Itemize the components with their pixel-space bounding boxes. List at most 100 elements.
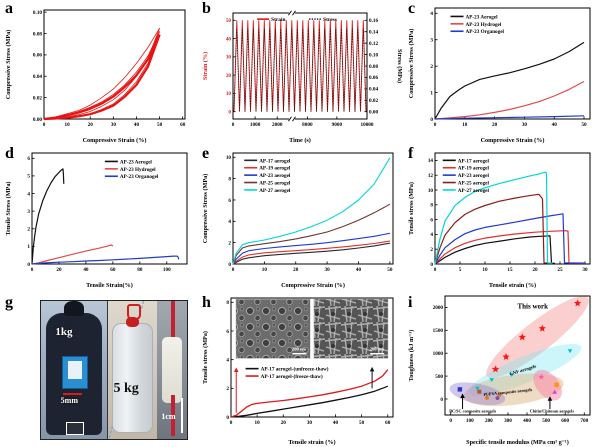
series-Strain <box>233 20 367 112</box>
x-tick-label: 10 <box>482 267 488 273</box>
scale-bar-5mm <box>62 392 83 395</box>
y-tick-label: 0 <box>228 109 231 115</box>
series-AP-17 aerogel-(freeze-thaw) <box>230 369 389 418</box>
x-axis-label: Tensile Strain(%) <box>86 282 133 289</box>
x-tick-label: 30 <box>111 122 117 128</box>
panel-f: f 0 5 10 15 20 25 30 0 2 4 6 8 10 12 14 Tensile strain … <box>403 145 600 290</box>
y-axis-label: Compressive Stress (MPa) <box>202 174 209 244</box>
plot-frame <box>232 152 394 265</box>
annotation-text: This work <box>517 302 548 310</box>
x-tick-label: 30 <box>582 267 588 273</box>
y-tick-label: 1500 <box>433 328 444 334</box>
series-AP-23 Aerogel <box>31 168 65 265</box>
x-tick-label: 0 <box>43 122 46 128</box>
series-AP-17 aerogel-(unfreeze-thaw) <box>230 385 389 418</box>
series-AP-23 Organogel <box>31 255 180 265</box>
series-AP-25 aerogel <box>434 193 551 265</box>
x-tick-label: 0 <box>232 267 235 273</box>
plot-frame <box>444 295 591 416</box>
y-axis-label: Compressive Stress (MPa) <box>5 30 12 100</box>
x-tick-label: 0 <box>232 122 235 128</box>
panel-h-letter: h <box>202 294 211 311</box>
y-axis-label: Tensile stress (MPa) <box>202 331 209 384</box>
y-tick-label: 10 <box>226 155 232 161</box>
water-bottle <box>111 316 154 433</box>
sem-inset <box>235 298 311 359</box>
series-cycle-1-loading <box>43 27 160 120</box>
x-tick-label: 40 <box>356 267 362 273</box>
x-tick-label: 300 <box>504 418 512 424</box>
marker-circle <box>497 392 502 397</box>
y-tick-label: 1 <box>27 244 30 250</box>
x-tick-label: 30 <box>307 420 313 426</box>
x-axis-label: Compressive Strain (%) <box>281 282 345 289</box>
y-tick-label: 0.06 <box>33 53 42 59</box>
legend-label: AP-17 aerogel-(freeze-thaw) <box>261 373 323 380</box>
marker-circle <box>484 395 489 400</box>
series-AP-19 aerogel <box>232 240 390 265</box>
marker-star <box>502 353 510 360</box>
legend-label: AP-23 Aerogel <box>466 14 499 20</box>
legend-label: AP-23 Hydrogel <box>466 22 502 28</box>
panel-i: i 0 100 200 300 400 500 600 700 0 500 1000 1500 2000… <box>403 290 600 447</box>
legend-label: AP-17 aerogel <box>458 158 490 164</box>
x-tick-label: 0 <box>434 267 437 273</box>
marker-pentagon <box>495 395 500 400</box>
panel-a-letter: a <box>5 0 13 17</box>
x-tick-label: 100 <box>466 418 474 424</box>
legend-label: AP-19 aerogel <box>259 166 291 172</box>
top-rod <box>170 301 175 346</box>
kettlebell-knob <box>63 301 84 317</box>
panel-d: d 0 20 40 60 80 100 0 1 2 3 4 5 6 Tensile Strain(%) Te… <box>0 145 197 290</box>
annotation-arrow-head <box>460 393 465 398</box>
panel-f-letter: f <box>408 145 414 162</box>
y-tick-label: 0 <box>226 415 229 421</box>
x-tick-label: 60 <box>385 420 391 426</box>
x-tick-label: 40 <box>552 122 558 128</box>
panel-g-letter: g <box>5 294 13 311</box>
y2-tick-label: 0.10 <box>369 52 378 58</box>
y-tick-label: 0.04 <box>33 74 42 80</box>
scale-label-5mm: 5mm <box>60 396 78 406</box>
x-tick-label: 20 <box>532 267 538 273</box>
legend-label: AP-27 aerogel <box>259 188 291 194</box>
x-tick-label: 10 <box>262 267 268 273</box>
y-tick-label: 10 <box>428 188 434 194</box>
series-AP-23 Organogel <box>434 115 585 120</box>
panel-i-letter: i <box>408 294 413 311</box>
y-tick-label: 5 <box>27 174 30 180</box>
y-tick-label: 0.10 <box>33 10 42 16</box>
annotation-arrow-head <box>233 367 239 373</box>
y2-tick-label: 0.06 <box>369 75 378 81</box>
plot-frame <box>230 297 394 418</box>
x-axis-label: Tensile strain (%) <box>489 282 536 289</box>
x-tick-label: 40 <box>134 122 140 128</box>
panel-c-letter: c <box>408 0 416 17</box>
series-AP-17 aerogel <box>434 235 556 265</box>
y-tick-label: 1 <box>430 90 433 96</box>
y-axis-label: Tensile Stress (MPa) <box>5 182 12 236</box>
y2-tick-label: 0.00 <box>369 109 378 115</box>
marker-square <box>457 387 463 392</box>
y-tick-label: 10 <box>226 91 232 97</box>
y-tick-label: 30 <box>226 55 232 61</box>
x-axis-label: Compressive Strain (%) <box>83 137 147 144</box>
x-tick-label: 0 <box>434 122 437 128</box>
y-tick-label: 0 <box>27 262 30 268</box>
axis-break-slash <box>288 10 292 16</box>
y-tick-label: 0 <box>440 397 443 403</box>
plot-frame <box>43 9 186 120</box>
x-tick-label: 20 <box>56 267 62 273</box>
series-AP-17 aerogel <box>232 242 390 265</box>
panel-a: a 0 10 20 30 40 50 60 0.00 0.02 0.04 0.06 0.08 0.10 C… <box>0 0 197 145</box>
x-tick-label: 100 <box>163 267 171 273</box>
marker-triangle-down <box>489 378 494 383</box>
y-axis-label: Compressive Stress (MPa) <box>408 29 415 99</box>
annotation-arrow-head <box>547 396 553 401</box>
bottom-rod <box>170 394 175 437</box>
x-tick-label: 20 <box>88 122 94 128</box>
y-tick-label: 2000 <box>433 305 444 311</box>
annotation-text: Chitin/Chitosan aerogels <box>530 408 575 413</box>
marker-square <box>477 389 482 394</box>
